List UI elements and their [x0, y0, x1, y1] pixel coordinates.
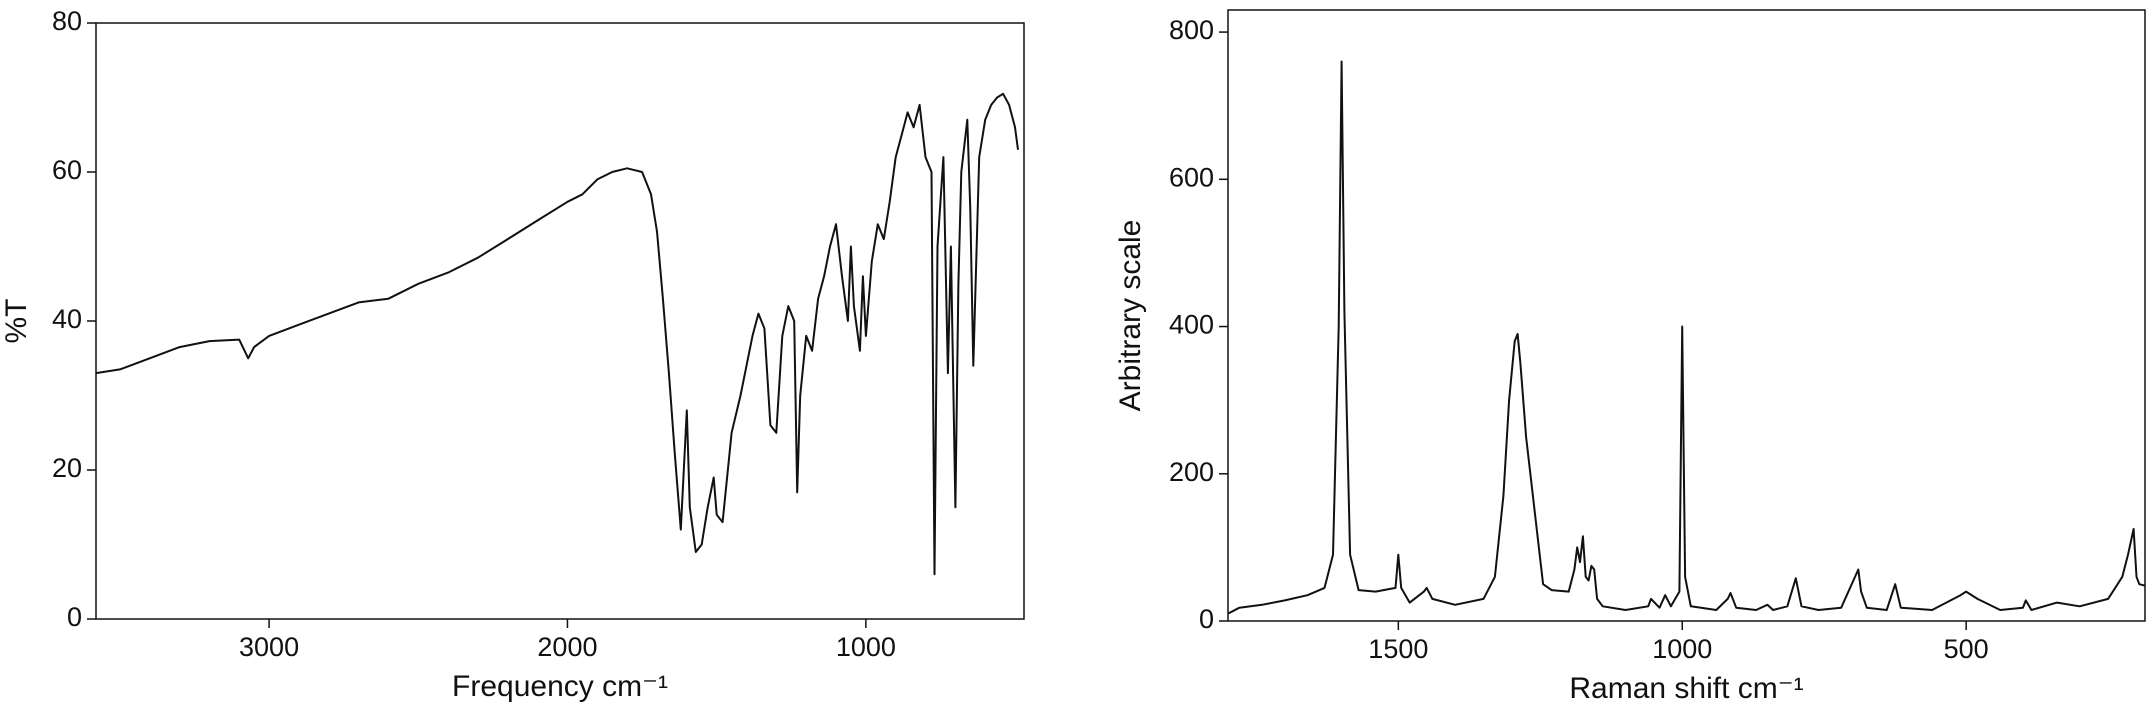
y-tick-label: 600 [1169, 162, 1214, 192]
y-tick-label: 0 [1199, 604, 1214, 634]
spectrum-line [95, 92, 1019, 576]
x-tick-label: 1000 [1652, 634, 1712, 664]
y-axis-label: %T [0, 299, 33, 344]
y-tick-label: 400 [1169, 310, 1214, 340]
plot-frame [95, 22, 1025, 620]
x-tick-label: 3000 [239, 632, 299, 662]
y-tick-label: 20 [52, 453, 82, 483]
y-tick-label: 800 [1169, 15, 1214, 45]
x-axis-label: Raman shift cm⁻¹ [1569, 672, 1803, 705]
y-tick-label: 200 [1169, 457, 1214, 487]
y-tick-label: 40 [52, 304, 82, 334]
y-tick-label: 60 [52, 155, 82, 185]
spectrum-line [1227, 60, 2146, 615]
y-tick-label: 0 [67, 602, 82, 632]
x-tick-label: 1000 [836, 632, 896, 662]
x-axis-label: Frequency cm⁻¹ [452, 670, 668, 703]
plot-frame [1227, 9, 2146, 622]
x-tick-label: 500 [1944, 634, 1989, 664]
y-tick-label: 80 [52, 6, 82, 36]
x-tick-label: 1500 [1368, 634, 1428, 664]
y-axis-label: Arbitrary scale [1114, 220, 1147, 412]
x-tick-label: 2000 [537, 632, 597, 662]
